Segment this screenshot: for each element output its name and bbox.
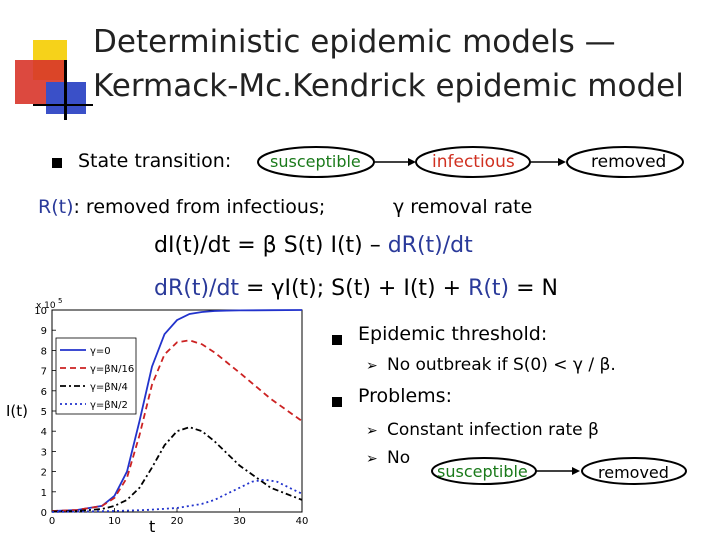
eq2-lhs: dR(t)/dt xyxy=(154,276,240,301)
removed-line: R(t): removed from infectious; xyxy=(38,196,325,218)
state-infectious: infectious xyxy=(432,152,515,172)
susceptible2-text: susceptible xyxy=(437,462,528,481)
rt-label: R(t) xyxy=(38,196,74,218)
eq1-lhs: dI(t)/dt = β S(t) I(t) – xyxy=(154,233,388,258)
arrow-bullet-2: ➢ xyxy=(366,423,378,439)
page-title: Deterministic epidemic models — Kermack-… xyxy=(93,20,684,108)
x-tick-label: 10 xyxy=(108,516,121,527)
legend-entry-2: γ=βN/4 xyxy=(90,382,128,393)
y-tick-label: 10 xyxy=(34,306,47,317)
state-susceptible: susceptible xyxy=(270,152,361,171)
y-tick-label: 3 xyxy=(41,447,47,458)
x-tick-label: 20 xyxy=(171,516,184,527)
y-tick-label: 8 xyxy=(41,346,47,357)
x-tick-label: 40 xyxy=(296,516,309,527)
bullet-threshold xyxy=(332,335,342,345)
y-tick-label: 6 xyxy=(41,387,47,398)
no-outbreak-text: No outbreak if S(0) < γ / β. xyxy=(387,355,616,375)
eq2-rt: R(t) xyxy=(468,276,510,301)
bullet-square xyxy=(52,158,62,168)
legend-entry-3: γ=βN/2 xyxy=(90,400,128,411)
series-line-2 xyxy=(51,426,303,513)
y-tick-label: 9 xyxy=(41,326,47,337)
title-line-1: Deterministic epidemic models — xyxy=(93,24,616,60)
decor-vertical-line xyxy=(64,60,67,120)
y-tick-label: 4 xyxy=(41,427,47,438)
eq2-mid: = γI(t); S(t) + I(t) + xyxy=(239,276,469,301)
series-line-3 xyxy=(51,478,303,513)
removed2-text: removed xyxy=(598,463,669,482)
y-tick-label: 1 xyxy=(41,488,47,499)
problems-text: Problems: xyxy=(358,385,452,407)
series-line-1 xyxy=(51,339,303,512)
no-text: No xyxy=(387,448,411,468)
bullet-problems xyxy=(332,397,342,407)
removed-text: : removed from infectious; xyxy=(73,196,326,218)
arrow-bullet-3: ➢ xyxy=(366,451,378,467)
chart-xlabel: t xyxy=(149,517,156,536)
series-line-0 xyxy=(51,309,303,512)
equation-2: dR(t)/dt = γI(t); S(t) + I(t) + R(t) = N xyxy=(154,276,558,301)
legend-entry-0: γ=0 xyxy=(90,346,111,357)
arrow-bullet-1: ➢ xyxy=(366,358,378,374)
legend-entry-1: γ=βN/16 xyxy=(90,364,134,375)
title-line-2: Kermack-Mc.Kendrick epidemic model xyxy=(93,68,684,104)
state-removed: removed xyxy=(591,152,667,172)
x-tick-label: 0 xyxy=(49,516,55,527)
y-exponent-power: 5 xyxy=(58,297,62,305)
y-tick-label: 2 xyxy=(41,468,47,479)
gamma-removal-rate: γ removal rate xyxy=(393,196,533,218)
x-tick-label: 30 xyxy=(233,516,246,527)
y-tick-label: 0 xyxy=(41,508,47,519)
state-transition-label: State transition: xyxy=(78,150,232,172)
eq1-drt: dR(t)/dt xyxy=(387,233,473,258)
threshold-text: Epidemic threshold: xyxy=(358,323,548,345)
y-exponent-label: x 10 xyxy=(36,301,56,311)
y-tick-label: 5 xyxy=(41,407,47,418)
equation-1: dI(t)/dt = β S(t) I(t) – dR(t)/dt xyxy=(154,233,473,258)
eq2-end: = N xyxy=(509,276,559,301)
y-tick-label: 7 xyxy=(41,367,47,378)
constant-rate-text: Constant infection rate β xyxy=(387,420,599,440)
decor-horizontal-line xyxy=(33,104,93,106)
chart-ylabel: I(t) xyxy=(6,402,29,420)
